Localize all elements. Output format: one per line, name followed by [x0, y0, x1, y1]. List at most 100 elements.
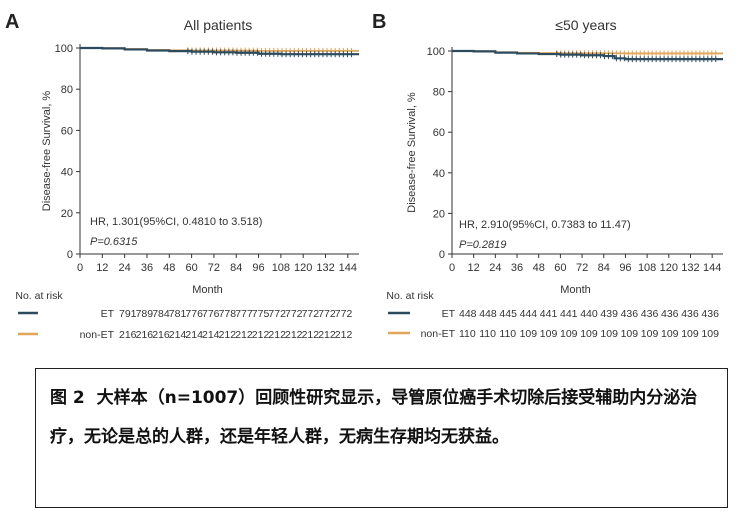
panel-b-y-tick-label: 60: [433, 127, 445, 139]
panel-b-risk-value-non-et: 109: [641, 328, 659, 340]
panel-a-x-tick-label: 60: [185, 262, 197, 274]
panel-a-x-tick-label: 24: [119, 262, 131, 274]
panel-b-risk-value-et: 436: [661, 308, 679, 320]
panel-a-risk-name-et: ET: [101, 308, 115, 320]
panel-a-risk-value-non-et: 214: [185, 329, 203, 341]
panel-b-risk-value-non-et: 110: [459, 328, 476, 340]
panel-b-risk-value-non-et: 109: [701, 328, 719, 340]
panel-b-series-et-line: [452, 49, 723, 61]
panel-b-risk-value-et: 444: [520, 308, 538, 320]
panel-b-risk-value-et: 436: [701, 308, 719, 320]
panel-b-risk-value-non-et: 109: [600, 328, 618, 340]
panel-a-series-et-line: [80, 46, 359, 56]
panel-b-y-tick-label: 40: [433, 168, 445, 180]
panel-b-risk-value-et: 445: [499, 308, 517, 320]
panel-a-risk-value-et: 778: [219, 308, 237, 320]
panel-a-y-tick-label: 0: [67, 249, 73, 261]
panel-a-letter: A: [5, 11, 19, 33]
panel-b-hr-annotation: HR, 2.910(95%CI, 0.7383 to 11.47): [459, 219, 631, 231]
panel-b-x-tick-label: 96: [619, 262, 631, 274]
panel-a-risk-value-non-et: 214: [169, 329, 187, 341]
panel-a-y-tick-label: 80: [61, 84, 73, 96]
panel-a-y-tick-label: 40: [61, 167, 73, 179]
panel-b-x-tick-label: 72: [576, 262, 588, 274]
panel-a-risk-value-non-et: 212: [219, 329, 237, 341]
panel-b-risk-value-non-et: 109: [540, 328, 558, 340]
panel-b-x-axis-label: Month: [560, 284, 591, 296]
panel-a-risk-value-et: 772: [335, 308, 353, 320]
panel-b-title: ≤50 years: [555, 17, 616, 33]
panel-a-hr-annotation: HR, 1.301(95%CI, 0.4810 to 3.518): [90, 216, 262, 228]
panel-b-x-tick-label: 0: [449, 262, 455, 274]
panel-a-risk-value-et: 781: [169, 308, 187, 320]
panel-b-risk-name-non-et: non-ET: [421, 328, 456, 340]
panel-a-risk-value-et: 776: [202, 308, 220, 320]
caption-label: 图 2: [50, 388, 85, 408]
panel-a-risk-value-et: 789: [136, 308, 154, 320]
panel-b-risk-value-et: 436: [621, 308, 639, 320]
panel-a-y-axis-label: Disease-free Survival, %: [41, 91, 53, 212]
panel-b-risk-value-non-et: 109: [661, 328, 679, 340]
panel-a-x-tick-label: 0: [77, 262, 83, 274]
panel-a-risk-value-et: 772: [285, 308, 303, 320]
panel-a-risk-value-non-et: 212: [235, 329, 253, 341]
panel-a-y-tick-label: 100: [55, 43, 73, 55]
panel-a-x-axis-label: Month: [192, 284, 223, 296]
panel-a-risk-value-non-et: 212: [252, 329, 270, 341]
panel-b-risk-value-et: 436: [641, 308, 659, 320]
panel-b-risk-value-non-et: 109: [621, 328, 639, 340]
panel-b-risk-value-et: 441: [540, 308, 558, 320]
panel-a-risk-name-non-et: non-ET: [80, 329, 115, 341]
panel-a-x-tick-label: 120: [294, 262, 312, 274]
panel-b-y-tick-label: 0: [439, 249, 445, 261]
km-figure: A All patients 0 20 40 60 80 100 0 12 24 36 48 60 72 84…: [5, 11, 723, 341]
panel-a-risk-header: No. at risk: [15, 290, 63, 302]
panel-a-y-tick-label: 20: [61, 208, 73, 220]
panel-a-p-value: P=0.6315: [90, 236, 138, 248]
panel-a-risk-value-et: 772: [268, 308, 286, 320]
panel-a-x-tick-label: 132: [316, 262, 334, 274]
panel-a-x-tick-label: 108: [272, 262, 290, 274]
panel-a-x-tick-label: 144: [339, 262, 357, 274]
panel-b-x-tick-label: 108: [638, 262, 656, 274]
panel-a-risk-value-et: 775: [252, 308, 270, 320]
figure-caption: 图 2 大样本（n=1007）回顾性研究显示，导管原位癌手术切除后接受辅助内分泌…: [35, 368, 728, 508]
panel-a-x-tick-label: 84: [230, 262, 242, 274]
panel-a-risk-value-et: 772: [302, 308, 320, 320]
panel-a-x-tick-label: 48: [163, 262, 175, 274]
panel-a-risk-value-non-et: 216: [119, 329, 137, 341]
panel-b-y-tick-label: 80: [433, 87, 445, 99]
panel-b-y-tick-label: 20: [433, 208, 445, 220]
panel-a-risk-value-non-et: 212: [285, 329, 303, 341]
caption-text: 大样本（n=1007）回顾性研究显示，导管原位癌手术切除后接受辅助内分泌治疗，无…: [50, 388, 698, 447]
panel-b-p-value: P=0.2819: [459, 239, 506, 251]
panel-a-risk-value-non-et: 216: [152, 329, 170, 341]
panel-b-risk-value-et: 448: [459, 308, 477, 320]
panel-b-risk-value-et: 439: [600, 308, 618, 320]
panel-b-y-axis-label: Disease-free Survival, %: [406, 92, 418, 213]
panel-a-title: All patients: [184, 17, 252, 33]
panel-b-risk-header: No. at risk: [386, 290, 434, 302]
panel-a-risk-value-et: 772: [318, 308, 336, 320]
panel-b-risk-value-non-et: 110: [499, 328, 516, 340]
panel-b-risk-value-et: 440: [580, 308, 598, 320]
panel-b-x-tick-label: 120: [660, 262, 678, 274]
panel-a-risk-value-et: 777: [235, 308, 253, 320]
panel-b-x-tick-label: 84: [598, 262, 610, 274]
panel-a-risk-value-et: 784: [152, 308, 170, 320]
panel-b-x-tick-label: 48: [533, 262, 545, 274]
panel-a-x-tick-label: 96: [252, 262, 264, 274]
panel-b-y-tick-label: 100: [427, 46, 445, 58]
panel-b-risk-value-non-et: 110: [479, 328, 496, 340]
panel-a-y-tick-label: 60: [61, 125, 73, 137]
panel-a-risk-value-et: 776: [185, 308, 203, 320]
panel-a-risk-value-et: 791: [119, 308, 137, 320]
panel-b-x-tick-label: 12: [468, 262, 480, 274]
panel-b-x-tick-label: 60: [554, 262, 566, 274]
panel-b-risk-value-et: 448: [479, 308, 497, 320]
panel-b-risk-name-et: ET: [442, 308, 456, 320]
panel-b-letter: B: [372, 11, 386, 33]
panel-a-risk-value-non-et: 212: [335, 329, 353, 341]
panel-a-risk-value-non-et: 212: [302, 329, 320, 341]
panel-a-risk-value-non-et: 216: [136, 329, 154, 341]
